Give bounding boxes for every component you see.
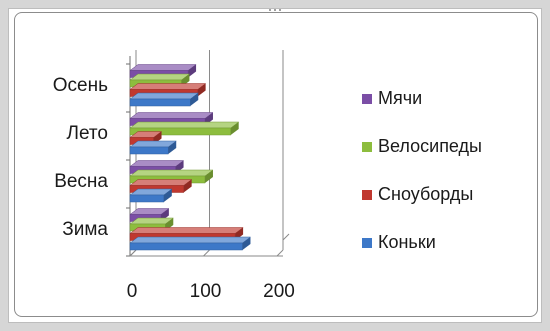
- bar-top-face: [129, 236, 252, 244]
- bar-top-face: [129, 121, 240, 129]
- gridline-floor: [276, 249, 284, 257]
- bar-Велосипеды-Лето[interactable]: [129, 121, 240, 136]
- bar-Коньки-Лето[interactable]: [129, 140, 177, 155]
- x-tick-labels: 0 100 200: [127, 281, 295, 302]
- bar-side-face: [190, 93, 199, 106]
- bar-front-face: [129, 127, 231, 136]
- legend: Мячи Велосипеды Сноуборды Коньки: [362, 88, 482, 252]
- bar-front-face: [129, 98, 191, 107]
- bar-front-face: [129, 146, 169, 155]
- legend-label: Сноуборды: [378, 184, 473, 204]
- bar-top-face: [129, 73, 191, 81]
- category-labels: Зима Весна Лето Осень: [53, 75, 109, 240]
- gridline-floor: [203, 249, 210, 257]
- floor-edge-right: [282, 233, 290, 241]
- legend-item-Велосипеды[interactable]: Велосипеды: [362, 136, 482, 156]
- legend-label: Коньки: [378, 232, 436, 252]
- legend-swatch: [362, 142, 372, 152]
- bar-side-face: [197, 83, 206, 97]
- bar-Коньки-Зима[interactable]: [129, 236, 252, 251]
- chart-area[interactable]: [14, 12, 538, 317]
- category-label: Весна: [54, 171, 108, 192]
- bar-top-face: [129, 179, 193, 186]
- legend-swatch: [362, 238, 372, 248]
- bar-front-face: [129, 242, 243, 251]
- bar-top-face: [129, 140, 177, 148]
- bar-front-face: [129, 194, 165, 203]
- category-label: Осень: [53, 75, 108, 96]
- legend-swatch: [362, 190, 372, 200]
- bar-top-face: [129, 64, 197, 71]
- bars: [129, 64, 252, 251]
- bar-top-face: [129, 83, 207, 90]
- bar-side-face: [242, 237, 251, 250]
- legend-label: Велосипеды: [378, 136, 482, 156]
- category-label: Зима: [62, 219, 108, 240]
- bar-side-face: [183, 179, 192, 193]
- bar-top-face: [129, 169, 214, 177]
- category-label: Лето: [67, 123, 108, 144]
- bar-top-face: [129, 112, 214, 119]
- legend-item-Коньки[interactable]: Коньки: [362, 232, 436, 252]
- legend-item-Мячи[interactable]: Мячи: [362, 88, 422, 108]
- legend-item-Сноуборды[interactable]: Сноуборды: [362, 184, 473, 204]
- bar-top-face: [129, 227, 244, 234]
- legend-swatch: [362, 94, 372, 104]
- bar-side-face: [230, 122, 239, 135]
- x-tick-label: 100: [190, 281, 222, 302]
- x-tick-label: 200: [263, 281, 295, 302]
- legend-label: Мячи: [378, 88, 422, 108]
- resize-handle[interactable]: [265, 9, 285, 13]
- x-tick-label: 0: [127, 281, 138, 302]
- bar-side-face: [204, 170, 213, 183]
- bar-Коньки-Весна[interactable]: [129, 188, 173, 203]
- bar-top-face: [129, 160, 185, 167]
- bar-top-face: [129, 92, 200, 100]
- bar-side-face: [168, 141, 177, 154]
- gridline-floor: [129, 249, 137, 257]
- bar-side-face: [163, 189, 172, 202]
- bar-Коньки-Осень[interactable]: [129, 92, 200, 107]
- bar-side-face: [188, 64, 197, 78]
